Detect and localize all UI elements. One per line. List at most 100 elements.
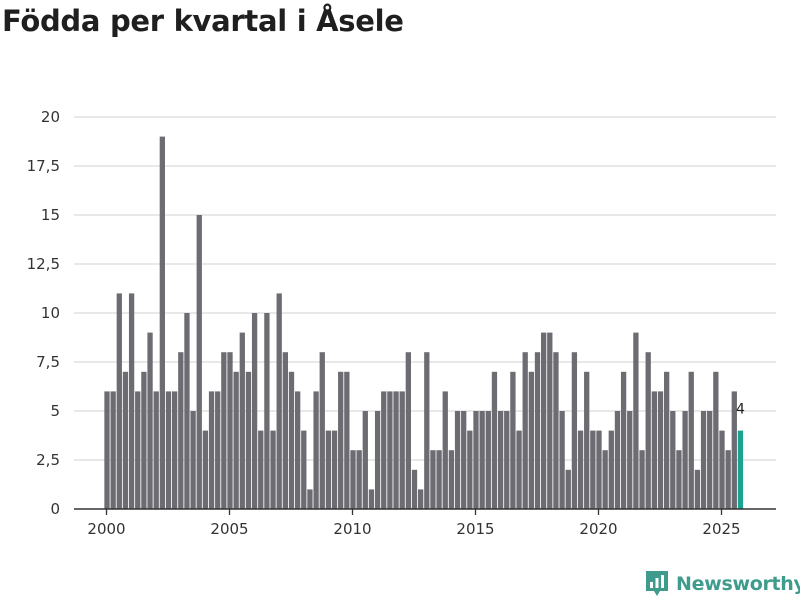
y-tick-label: 0 (50, 500, 60, 518)
x-tick-label: 2015 (456, 520, 494, 538)
bar (245, 371, 252, 509)
bar (430, 450, 436, 509)
bar (405, 352, 411, 509)
bar (436, 450, 442, 509)
bar (707, 411, 713, 509)
bars (104, 136, 744, 509)
bar (172, 391, 178, 509)
bar (620, 371, 627, 509)
bar (270, 430, 276, 509)
bar (602, 450, 608, 509)
bar (368, 489, 375, 509)
bar (657, 391, 664, 509)
bar (491, 371, 498, 509)
bar (104, 391, 110, 509)
x-tick-label: 2005 (210, 520, 248, 538)
bar (393, 391, 399, 509)
y-tick-label: 2,5 (36, 451, 60, 469)
bar (676, 450, 682, 509)
bar (528, 371, 534, 509)
bar (233, 371, 239, 509)
y-tick-label: 17,5 (27, 157, 60, 175)
bar (331, 430, 338, 509)
bar (571, 352, 578, 509)
bar (627, 411, 633, 509)
bar (418, 489, 424, 509)
chart-title: Födda per kvartal i Åsele (2, 4, 404, 38)
labels: 0 2,5 5 7,5 10 12,5 15 17,5 20 2000 2005 2010 2015 20… (27, 108, 745, 538)
y-tick-label: 5 (50, 402, 60, 420)
bar (497, 411, 504, 509)
bar (215, 391, 221, 509)
bar (251, 313, 258, 509)
bar (350, 450, 356, 509)
bar (196, 215, 202, 509)
bar (239, 332, 245, 509)
newsworthy-logo-icon (646, 571, 668, 596)
bar (227, 352, 233, 509)
bar (504, 411, 510, 509)
bar (295, 391, 301, 509)
bar (510, 371, 516, 509)
bar (516, 430, 522, 509)
bar (596, 430, 602, 509)
bar (485, 411, 491, 509)
bar (221, 352, 227, 509)
x-tick-label: 2000 (87, 520, 125, 538)
bar (645, 352, 651, 509)
bar (664, 371, 670, 509)
bar (208, 391, 215, 509)
bar (141, 371, 147, 509)
bar (442, 391, 448, 509)
bar (682, 411, 688, 509)
bar (584, 371, 590, 509)
bar (614, 411, 621, 509)
bar (411, 469, 418, 509)
bar (399, 391, 405, 509)
bar-highlight (737, 430, 744, 509)
bar (276, 293, 282, 509)
bar (116, 293, 122, 509)
bar (313, 391, 319, 509)
bar (128, 293, 135, 509)
bar (639, 450, 645, 509)
bar (454, 411, 461, 509)
bar (448, 450, 455, 509)
brand-logo: Newsworthy (644, 569, 800, 599)
bar (565, 469, 571, 509)
bar (184, 313, 190, 509)
bar (633, 332, 639, 509)
bar (190, 411, 196, 509)
bar (110, 391, 116, 509)
brand-name: Newsworthy (676, 573, 800, 595)
y-tick-label: 10 (41, 304, 60, 322)
bar (153, 391, 159, 509)
y-tick-label: 20 (41, 108, 60, 126)
bar (719, 430, 725, 509)
bar (159, 136, 165, 509)
bar (165, 391, 172, 509)
bar (522, 352, 528, 509)
bar (547, 332, 553, 509)
bar (319, 352, 325, 509)
bar (553, 352, 559, 509)
bar (122, 371, 129, 509)
bar (325, 430, 332, 509)
bar (307, 489, 313, 509)
bar (338, 371, 344, 509)
bar (651, 391, 657, 509)
bar (258, 430, 264, 509)
axes (74, 508, 776, 515)
bar (577, 430, 584, 509)
bar (713, 371, 719, 509)
bar (202, 430, 209, 509)
bar (147, 332, 153, 509)
bar (731, 391, 737, 509)
bar (301, 430, 307, 509)
bar (725, 450, 731, 509)
bar (700, 411, 707, 509)
bar (264, 313, 270, 509)
bar (387, 391, 393, 509)
y-tick-label: 15 (41, 206, 60, 224)
x-tick-label: 2010 (333, 520, 371, 538)
